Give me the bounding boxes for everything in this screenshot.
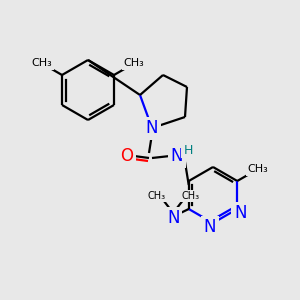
Text: O: O [121, 147, 134, 165]
Text: CH₃: CH₃ [181, 191, 199, 201]
Text: H: H [183, 143, 193, 157]
Text: CH₃: CH₃ [124, 58, 144, 68]
Text: N: N [171, 147, 183, 165]
Text: N: N [234, 204, 247, 222]
Text: N: N [204, 218, 216, 236]
Text: N: N [167, 209, 179, 227]
Text: N: N [146, 119, 158, 137]
Text: CH₃: CH₃ [248, 164, 268, 174]
Text: CH₃: CH₃ [147, 191, 165, 201]
Text: CH₃: CH₃ [32, 58, 52, 68]
